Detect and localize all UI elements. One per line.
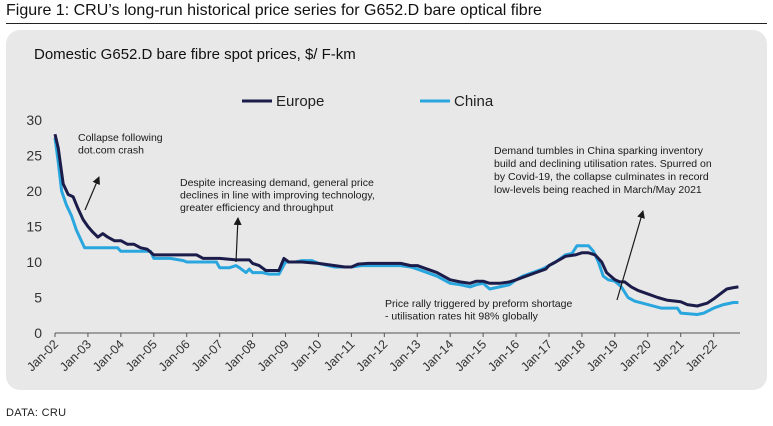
x-tick-label: Jan-21 <box>650 337 687 374</box>
annotation-arrow <box>233 217 242 263</box>
x-tick-label: Jan-02 <box>24 337 61 374</box>
legend-label-china: China <box>454 93 494 110</box>
annotation-line: dot.com crash <box>78 145 144 157</box>
annotation-line: - utilisation rates hit 98% globally <box>385 311 539 323</box>
chart-title: Domestic G652.D bare fibre spot prices, … <box>34 46 356 63</box>
y-tick-label: 30 <box>26 112 42 128</box>
legend-label-europe: Europe <box>276 93 324 110</box>
x-tick-label: Jan-07 <box>189 337 226 374</box>
x-tick-label: Jan-12 <box>354 337 391 374</box>
annotation-line: declines in line with improving technolo… <box>180 190 375 202</box>
source-note: DATA: CRU <box>6 407 67 419</box>
annotation-arrow <box>616 210 645 301</box>
annotation-arrow <box>84 176 100 211</box>
x-tick-label: Jan-14 <box>419 337 456 374</box>
series-line-europe <box>53 133 739 308</box>
x-tick-label: Jan-04 <box>90 337 127 374</box>
x-tick-label: Jan-11 <box>321 337 357 373</box>
x-tick-label: Jan-19 <box>584 337 621 374</box>
figure-title: Figure 1: CRU’s long-run historical pric… <box>6 2 542 19</box>
annotation: Despite increasing demand, general price… <box>180 177 375 263</box>
y-tick-label: 20 <box>26 183 42 199</box>
x-tick-label: Jan-10 <box>288 337 325 374</box>
x-tick-label: Jan-05 <box>123 337 160 374</box>
x-tick-label: Jan-17 <box>518 337 555 374</box>
x-tick-label: Jan-09 <box>255 337 292 374</box>
y-tick-label: 5 <box>34 290 42 306</box>
x-tick-label: Jan-08 <box>222 337 259 374</box>
annotation-line: low-levels being reached in March/May 20… <box>494 184 702 196</box>
annotation-line: Despite increasing demand, general price <box>180 177 374 189</box>
x-tick-label: Jan-16 <box>485 337 522 374</box>
x-tick-label: Jan-18 <box>551 337 588 374</box>
x-tick-label: Jan-03 <box>57 337 94 374</box>
y-tick-label: 25 <box>26 148 42 164</box>
annotation-line: Demand tumbles in China sparking invento… <box>494 145 704 157</box>
annotation: Price rally triggered by preform shortag… <box>385 298 572 323</box>
x-tick-label: Jan-22 <box>683 337 720 374</box>
x-tick-label: Jan-06 <box>156 337 193 374</box>
y-tick-label: 0 <box>34 325 42 341</box>
annotation-line: Price rally triggered by preform shortag… <box>385 298 572 310</box>
x-tick-label: Jan-13 <box>386 337 423 374</box>
x-tick-label: Jan-15 <box>452 337 489 374</box>
chart-panel <box>6 30 767 390</box>
annotation-line: Collapse following <box>78 132 163 144</box>
annotation-line: build and declining utilisation rates. S… <box>494 158 712 170</box>
y-tick-label: 10 <box>26 254 42 270</box>
y-tick-label: 15 <box>26 219 42 235</box>
x-tick-label: Jan-20 <box>617 337 654 374</box>
annotation-line: greater efficiency and throughput <box>180 202 333 214</box>
annotation: Demand tumbles in China sparking invento… <box>494 145 712 301</box>
annotation-line: by Covid-19, the collapse culminates in … <box>494 171 709 183</box>
title-divider <box>6 23 767 24</box>
